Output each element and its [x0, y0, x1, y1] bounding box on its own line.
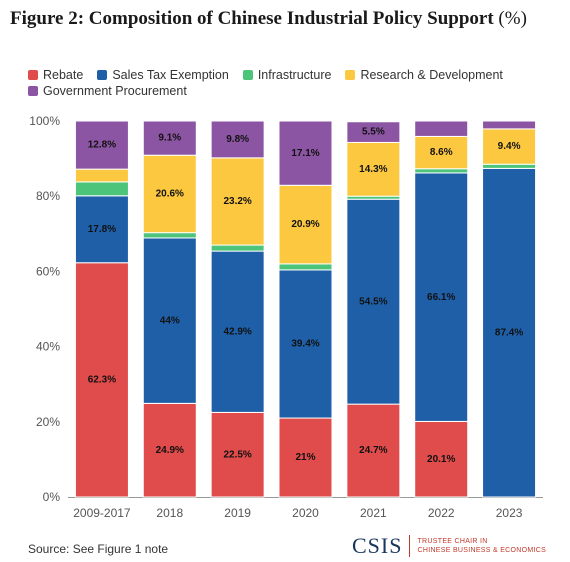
- bar-segment-infrastructure: [142, 232, 197, 239]
- legend-swatch: [242, 70, 253, 80]
- bar-value-label: 62.3%: [88, 375, 116, 386]
- chart-title-main: Figure 2: Composition of Chinese Industr…: [10, 8, 494, 29]
- bar-segment-government-procurement: [142, 120, 197, 156]
- bar-value-label: 12.8%: [88, 140, 116, 151]
- bar-segment-rebate: [414, 420, 469, 498]
- bar-segment-rebate: [346, 403, 401, 498]
- bar-value-label: 17.1%: [291, 148, 319, 159]
- bar-segment-sales-tax-exemption: [414, 172, 469, 422]
- y-tick-label: 100%: [29, 114, 60, 128]
- bar-stack-2023: 87.4% 9.4%: [482, 120, 537, 498]
- bar-segment-research-development: [482, 128, 537, 165]
- bar-value-label: 9.4%: [498, 141, 521, 152]
- bar-stack-2020: 21% 39.4% 20.9% 17.1%: [278, 120, 333, 498]
- bar-segment-infrastructure: [482, 163, 537, 169]
- legend-item-research-development: Research & Development: [345, 68, 503, 82]
- bar-stack-2018: 24.9% 44% 20.6% 9.1%: [142, 120, 197, 498]
- y-tick-label: 60%: [36, 264, 60, 278]
- x-tick-label: 2020: [292, 506, 319, 520]
- bar-stack-2019: 22.5% 42.9% 23.2% 9.8%: [210, 120, 265, 498]
- bar-segment-government-procurement: [482, 120, 537, 130]
- x-tick-label: 2023: [496, 506, 523, 520]
- bar-value-label: 5.5%: [362, 127, 385, 138]
- legend-swatch: [97, 70, 108, 80]
- bar-segment-research-development: [74, 168, 129, 183]
- bar-segment-sales-tax-exemption: [210, 250, 265, 413]
- chart-title: Figure 2: Composition of Chinese Industr…: [10, 8, 527, 30]
- bar-value-label: 87.4%: [495, 327, 523, 338]
- legend-item-infrastructure: Infrastructure: [242, 68, 332, 82]
- bar-segment-research-development: [142, 154, 197, 234]
- bar-segment-government-procurement: [74, 120, 129, 170]
- logo-text: CSIS: [352, 533, 403, 558]
- bar-stack-2021: 24.7% 54.5% 14.3% 5.5%: [346, 121, 401, 498]
- bar-segment-rebate: [210, 411, 265, 498]
- bar-value-label: 9.1%: [158, 133, 181, 144]
- bar-stack-2009-2017: 62.3% 17.8% 12.8%: [74, 120, 129, 498]
- bar-segment-government-procurement: [414, 120, 469, 137]
- y-tick-label: 0%: [43, 490, 61, 504]
- legend-label: Research & Development: [360, 68, 503, 82]
- bar-segment-rebate: [278, 417, 333, 498]
- bar-value-label: 20.1%: [427, 454, 455, 465]
- csis-logo: CSIS TRUSTEE CHAIR IN CHINESE BUSINESS &…: [352, 533, 546, 559]
- bar-segment-rebate: [74, 262, 129, 498]
- bar-stack-2022: 20.1% 66.1% 8.6%: [414, 120, 469, 498]
- stacked-bar-chart: 0% 20% 40% 60% 80% 100% 62.3% 17.8% 12.8% 2009-20…: [29, 114, 543, 520]
- bar-value-label: 44%: [160, 315, 180, 326]
- x-tick-label: 2018: [156, 506, 183, 520]
- bar-value-label: 21%: [295, 452, 315, 463]
- bar-value-label: 54.5%: [359, 296, 387, 307]
- chart-legend: Rebate Sales Tax Exemption Infrastructure R…: [28, 68, 548, 98]
- bar-segment-sales-tax-exemption: [482, 167, 537, 498]
- bar-segment-government-procurement: [278, 120, 333, 186]
- bar-value-label: 22.5%: [223, 449, 251, 460]
- legend-item-government-procurement: Government Procurement: [28, 84, 187, 98]
- x-tick-label: 2021: [360, 506, 387, 520]
- legend-swatch: [345, 70, 356, 80]
- bar-value-label: 23.2%: [223, 196, 251, 207]
- logo-sub-line2: CHINESE BUSINESS & ECONOMICS: [417, 547, 547, 554]
- bar-value-label: 20.9%: [291, 219, 319, 230]
- bar-segment-government-procurement: [210, 120, 265, 159]
- x-tick-label: 2009-2017: [73, 506, 131, 520]
- source-note: Source: See Figure 1 note: [28, 542, 169, 556]
- bar-segment-government-procurement: [346, 121, 401, 143]
- logo-divider: [409, 535, 411, 557]
- bar-value-label: 24.7%: [359, 445, 387, 456]
- bar-segment-rebate: [142, 402, 197, 498]
- bar-value-label: 8.6%: [430, 147, 453, 158]
- bar-value-label: 17.8%: [88, 224, 116, 235]
- chart-title-unit: (%): [498, 8, 527, 29]
- y-tick-label: 20%: [36, 415, 60, 429]
- legend-label: Infrastructure: [257, 68, 332, 82]
- legend-swatch: [28, 70, 38, 80]
- x-tick-label: 2022: [428, 506, 455, 520]
- legend-label: Rebate: [43, 68, 84, 82]
- logo-subtitle: TRUSTEE CHAIR IN CHINESE BUSINESS & ECON…: [417, 537, 546, 555]
- bar-value-label: 9.8%: [226, 134, 249, 145]
- bar-value-label: 66.1%: [427, 292, 455, 303]
- y-tick-label: 40%: [36, 340, 60, 354]
- legend-item-rebate: Rebate: [28, 68, 83, 82]
- y-tick-label: 80%: [36, 189, 60, 203]
- bar-segment-infrastructure: [74, 181, 129, 197]
- legend-item-sales-tax-exemption: Sales Tax Exemption: [97, 68, 229, 82]
- bar-segment-research-development: [210, 157, 265, 246]
- bar-value-label: 39.4%: [291, 339, 319, 350]
- legend-swatch: [28, 86, 38, 96]
- bar-segment-infrastructure: [210, 244, 265, 252]
- bar-segment-sales-tax-exemption: [142, 237, 197, 404]
- bar-value-label: 24.9%: [156, 445, 184, 456]
- legend-label: Sales Tax Exemption: [112, 68, 229, 82]
- bar-value-label: 14.3%: [359, 164, 387, 175]
- bar-value-label: 20.6%: [156, 189, 184, 200]
- logo-sub-line1: TRUSTEE CHAIR IN: [417, 538, 488, 545]
- bar-segment-infrastructure: [414, 168, 469, 174]
- bar-segment-sales-tax-exemption: [74, 195, 129, 264]
- x-tick-label: 2019: [224, 506, 251, 520]
- legend-label: Government Procurement: [43, 84, 187, 98]
- bar-value-label: 42.9%: [223, 326, 251, 337]
- bar-segment-infrastructure: [278, 263, 333, 271]
